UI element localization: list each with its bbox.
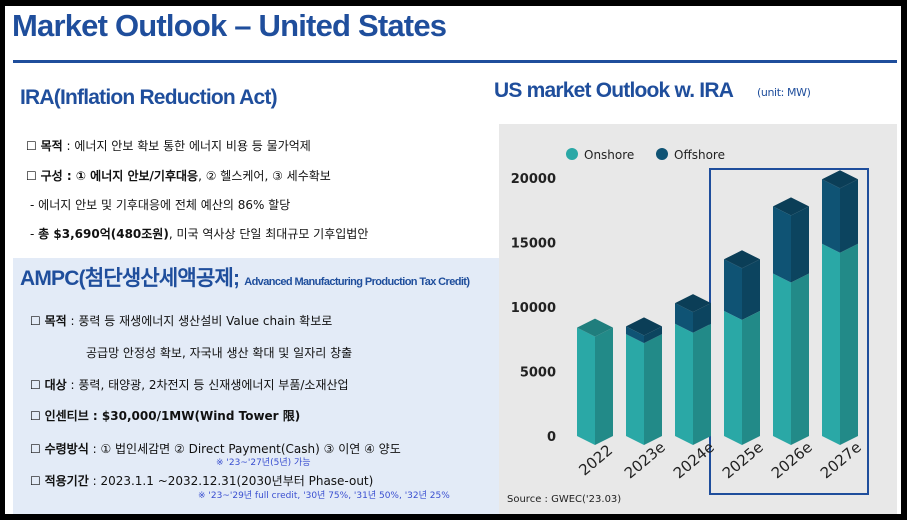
bar-onshore-2024e-side xyxy=(693,323,711,445)
ira-panel xyxy=(13,68,499,258)
bar-offshore-2024e-side xyxy=(693,303,711,333)
ira-line-budget-share: - 에너지 안보 및 기후대응에 전체 예산의 86% 할당 xyxy=(30,198,291,212)
bar-onshore-2027e-face xyxy=(822,243,840,445)
bar-top-2023e xyxy=(626,317,662,336)
bar-top-2024e xyxy=(675,294,711,313)
bar-onshore-2023e-face xyxy=(626,334,644,445)
x-tick-label: 2022 xyxy=(575,441,616,479)
bar-offshore-2026e-face xyxy=(773,206,791,283)
ampc-line-purpose: ☐ 목적 : 풍력 등 재생에너지 생산설비 Value chain 확보로 xyxy=(30,314,333,328)
bar-offshore-2027e-face xyxy=(822,179,840,253)
ampc-line-period: ☐ 적용기간 : 2023.1.1 ~2032.12.31(2030년부터 Ph… xyxy=(30,474,374,488)
bar-top-2025e xyxy=(724,250,760,269)
bar-onshore-2025e-face xyxy=(724,310,742,445)
legend-marker-onshore xyxy=(566,148,578,160)
bar-top-2026e xyxy=(773,197,809,216)
ampc-line-incentive: ☐ 인센티브 : $30,000/1MW(Wind Tower 限) xyxy=(30,409,301,423)
x-tick-label: 2027e xyxy=(817,438,865,482)
period-note: ※ '23~'29년 full credit, '30년 75%, '31년 5… xyxy=(198,491,450,501)
bar-onshore-2024e-face xyxy=(675,323,693,445)
y-tick-label: 20000 xyxy=(511,172,556,187)
bar-onshore-2025e-side xyxy=(742,310,760,445)
chart-title: US market Outlook w. IRA xyxy=(494,79,734,102)
legend-label-onshore: Onshore xyxy=(584,148,634,162)
bar-offshore-2025e-side xyxy=(742,259,760,320)
bar-offshore-2023e-face xyxy=(626,326,644,344)
legend-marker-offshore xyxy=(656,148,668,160)
bar-onshore-2026e-side xyxy=(791,273,809,445)
y-tick-label: 10000 xyxy=(511,301,556,316)
legend-label-offshore: Offshore xyxy=(674,148,725,162)
ira-heading: IRA(Inflation Reduction Act) xyxy=(20,86,278,109)
x-tick-label: 2026e xyxy=(768,438,816,482)
bar-onshore-2026e-face xyxy=(773,273,791,445)
bar-onshore-2023e-side xyxy=(644,334,662,445)
bar-top-2022 xyxy=(577,318,613,337)
x-tick-label: 2023e xyxy=(621,438,669,482)
page-title: Market Outlook – United States xyxy=(12,8,447,43)
bar-offshore-2023e-side xyxy=(644,326,662,344)
payment-note: ※ '23~'27년(5년) 가능 xyxy=(216,458,311,468)
source-note: Source : GWEC('23.03) xyxy=(507,494,621,505)
ira-line-purpose: ☐ 목적 : 에너지 안보 확보 통한 에너지 비용 등 물가억제 xyxy=(26,139,311,153)
ampc-heading: AMPC(첨단생산세액공제; Advanced Manufacturing Pr… xyxy=(20,267,470,290)
x-tick-label: 2025e xyxy=(719,438,767,482)
bar-onshore-2022-face xyxy=(577,327,595,445)
chart-unit-label: (unit: MW) xyxy=(757,86,811,99)
bar-offshore-2027e-side xyxy=(840,179,858,253)
ampc-panel xyxy=(13,258,499,514)
bar-offshore-2025e-face xyxy=(724,259,742,320)
bar-top-2027e xyxy=(822,170,858,189)
bar-onshore-2022-side xyxy=(595,327,613,445)
ampc-line-purpose-cont: 공급망 안정성 확보, 자국내 생산 확대 및 일자리 창출 xyxy=(86,346,353,360)
bar-offshore-2024e-face xyxy=(675,303,693,333)
bar-onshore-2027e-side xyxy=(840,243,858,445)
y-tick-label: 15000 xyxy=(511,237,556,252)
y-tick-label: 5000 xyxy=(520,366,556,381)
ampc-line-payment: ☐ 수령방식 : ① 법인세감면 ② Direct Payment(Cash) … xyxy=(30,442,401,456)
y-tick-label: 0 xyxy=(547,430,556,445)
ampc-line-target: ☐ 대상 : 풍력, 태양광, 2차전지 등 신재생에너지 부품/소재산업 xyxy=(30,378,349,392)
title-rule xyxy=(13,60,897,63)
bar-offshore-2026e-side xyxy=(791,206,809,283)
ira-line-total: - 총 $3,690억(480조원), 미국 역사상 단일 최대규모 기후입법안 xyxy=(30,227,369,241)
ira-line-composition: ☐ 구성 : ① 에너지 안보/기후대응, ② 헬스케어, ③ 세수확보 xyxy=(26,169,331,183)
